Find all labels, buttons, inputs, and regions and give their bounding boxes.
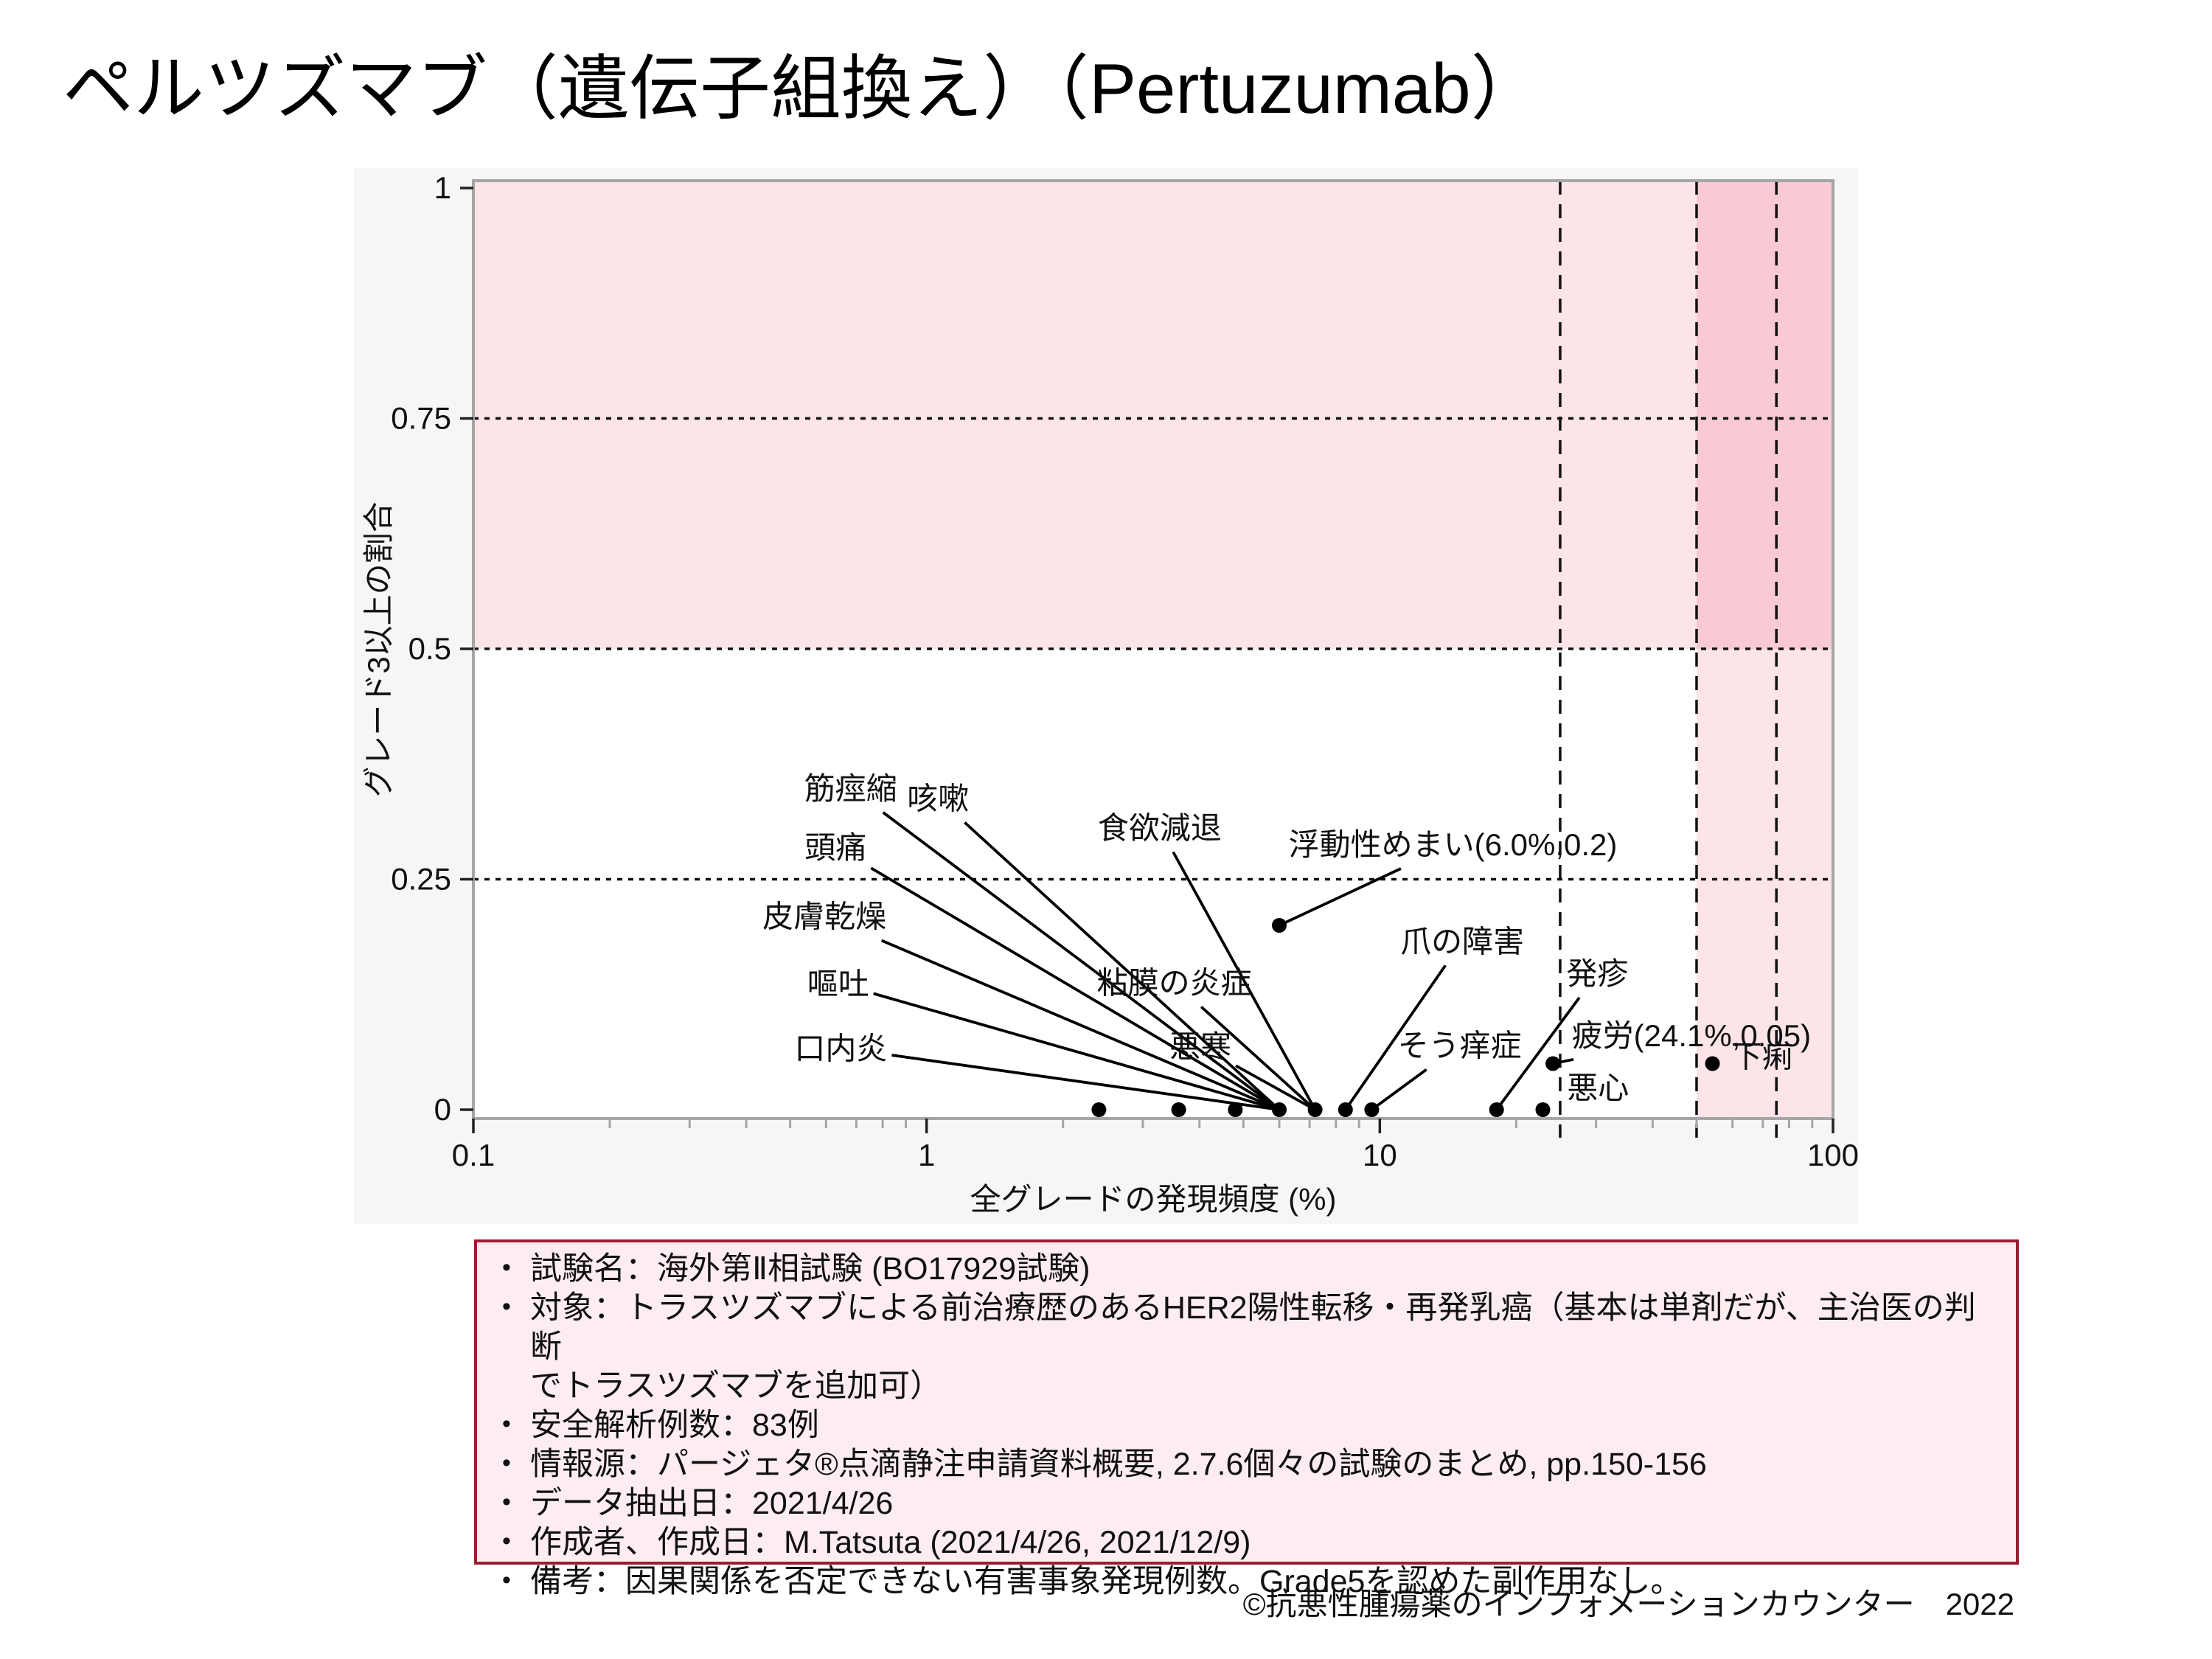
data-point (1705, 1056, 1720, 1071)
point-label: 悪寒 (1169, 1029, 1231, 1064)
leader-line (1200, 1006, 1316, 1111)
leader-line (1172, 851, 1317, 1110)
copyright-footer: ©抗悪性腫瘍薬のインフォメーションカウンター 2022 (1242, 1587, 2014, 1621)
shaded-band-overlap (1696, 181, 1833, 649)
data-point (1272, 1102, 1287, 1117)
data-point (1091, 1102, 1107, 1117)
info-bullet: 対象：トラスツズマブによる前治療歴のあるHER2陽性転移・再発乳癌（基本は単剤だ… (492, 1287, 1994, 1406)
scatter-chart: 0.1 1 10 100 0 0.25 0.5 0.75 1 全グレードの発現頻度 (%) グレード… (361, 170, 1858, 1217)
x-tick-label: 10 (1363, 1138, 1397, 1172)
y-tick-label: 0.5 (408, 631, 451, 666)
point-label: 下痢 (1731, 1040, 1793, 1074)
point-label: 爪の障害 (1400, 924, 1524, 959)
leader-line (880, 939, 1280, 1111)
point-label: 筋痙縮 (804, 771, 897, 806)
data-point (1338, 1102, 1353, 1117)
leader-line (873, 992, 1280, 1111)
leader-line (1279, 867, 1402, 927)
leader-line (1344, 964, 1447, 1111)
chart-figure: 0.1 1 10 100 0 0.25 0.5 0.75 1 全グレードの発現頻度 (%) グレード… (354, 168, 1858, 1224)
point-label: 頭痛 (804, 830, 866, 865)
point-label: 発疹 (1566, 956, 1628, 991)
data-point (1228, 1102, 1243, 1117)
point-label: 嘔吐 (807, 967, 869, 1001)
leader-line (882, 811, 1281, 1111)
point-label: 咳嗽 (907, 782, 969, 816)
data-point (1307, 1102, 1323, 1117)
x-axis-title: 全グレードの発現頻度 (%) (970, 1182, 1337, 1217)
point-label: 浮動性めまい(6.0%,0.2) (1289, 827, 1618, 862)
x-tick-label: 100 (1807, 1138, 1858, 1172)
point-label: 疲労(24.1%,0.05) (1572, 1018, 1811, 1053)
info-bullet: 安全解析例数：83例 (492, 1405, 1994, 1445)
info-bullet: 情報源：パージェタ®点滴静注申請資料概要, 2.7.6個々の試験のまとめ, pp… (492, 1444, 1994, 1484)
point-label: 口内炎 (794, 1031, 887, 1065)
x-tick-label: 1 (918, 1138, 935, 1172)
point-label: 皮膚乾燥 (762, 900, 886, 934)
data-point (1272, 918, 1287, 933)
data-point (1171, 1102, 1186, 1117)
data-point (1535, 1102, 1551, 1117)
y-tick-label: 0 (434, 1092, 451, 1127)
leader-line (870, 866, 1280, 1111)
y-tick-label: 0.25 (391, 862, 451, 897)
shaded-band-grade3 (473, 181, 1833, 649)
page-title: ペルツズマブ（遺伝子組換え）（Pertuzumab） (63, 49, 1542, 128)
y-tick-label: 1 (434, 170, 451, 205)
data-point (1545, 1056, 1561, 1071)
data-point (1489, 1102, 1504, 1117)
info-bullet: 作成者、作成日：M.Tatsuta (2021/4/26, 2021/12/9) (492, 1522, 1994, 1562)
point-label: 粘膜の炎症 (1097, 966, 1252, 1001)
study-info-box: 試験名：海外第Ⅱ相試験 (BO17929試験)対象：トラスツズマブによる前治療歴… (474, 1239, 2019, 1600)
study-info-list: 試験名：海外第Ⅱ相試験 (BO17929試験)対象：トラスツズマブによる前治療歴… (477, 1248, 2016, 1601)
leader-line (1371, 1068, 1427, 1111)
leader-line (891, 1054, 1280, 1111)
leader-line (1235, 1064, 1316, 1111)
point-label: 食欲減退 (1098, 811, 1222, 846)
info-bullet: 試験名：海外第Ⅱ相試験 (BO17929試験) (492, 1248, 1994, 1289)
point-label: そう痒症 (1398, 1029, 1522, 1063)
y-tick-label: 0.75 (391, 401, 451, 436)
y-axis-title: グレード3以上の割合 (361, 501, 396, 797)
leader-line (1495, 996, 1581, 1111)
x-tick-label: 0.1 (452, 1138, 495, 1172)
info-bullet: 備考：因果関係を否定できない有害事象発現例数。Grade5を認めた副作用なし。 (492, 1561, 1994, 1601)
data-point (1364, 1102, 1380, 1117)
point-label: 悪心 (1567, 1071, 1629, 1105)
info-bullet: データ抽出日：2021/4/26 (492, 1483, 1994, 1523)
leader-line (964, 821, 1281, 1111)
